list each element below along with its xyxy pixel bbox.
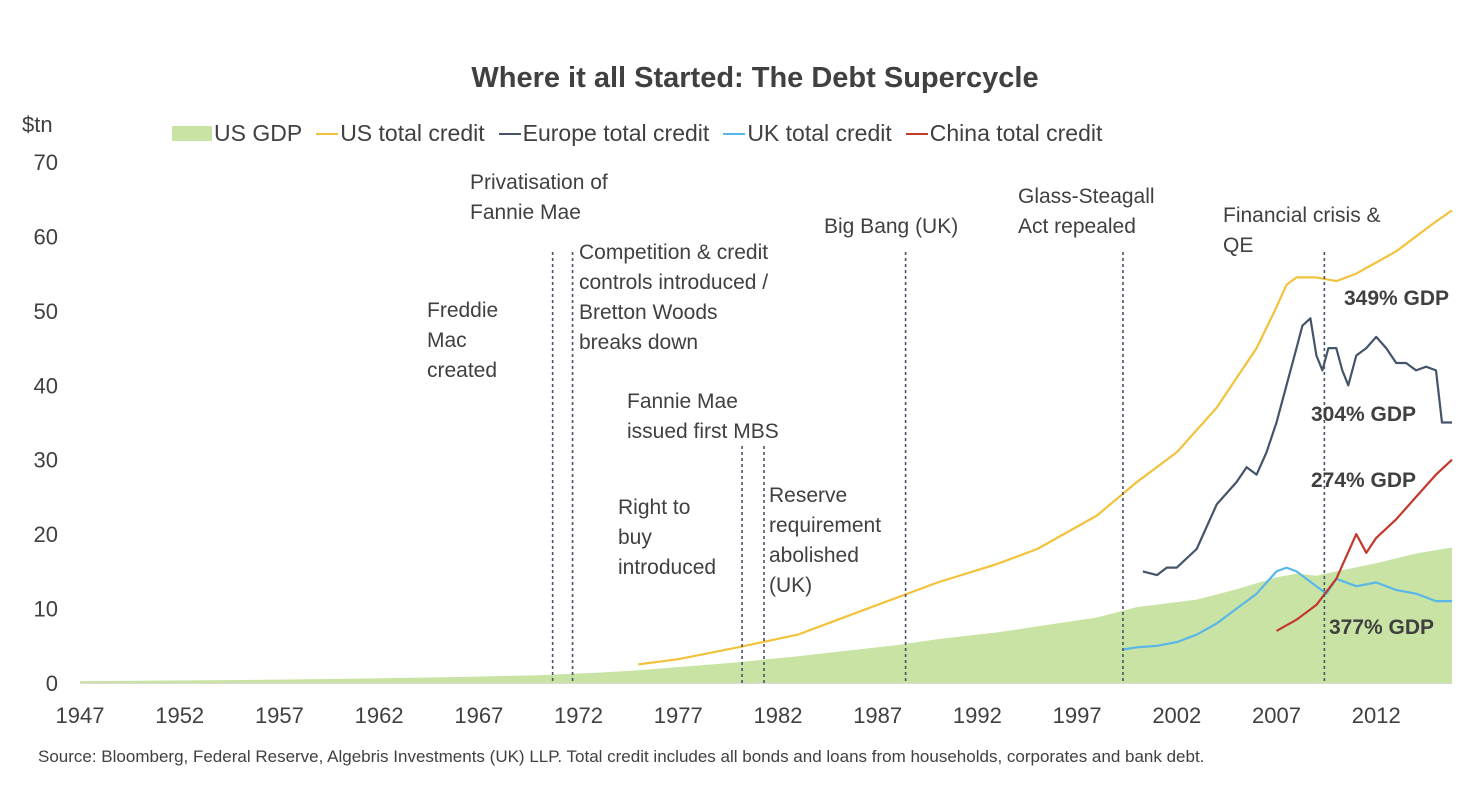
event-annotation-line: issued first MBS	[627, 420, 779, 443]
legend-label-uk-credit: UK total credit	[747, 120, 892, 146]
series-ratio-label: 349% GDP	[1344, 287, 1449, 310]
series-ratio-label: 377% GDP	[1329, 616, 1434, 639]
event-annotation: Privatisation of Fannie Mae	[470, 171, 608, 224]
event-annotation: Big Bang (UK)	[824, 215, 958, 238]
event-annotation: Reserve requirement abolished (UK)	[769, 484, 881, 597]
x-tick-label: 1987	[853, 703, 902, 728]
series-line-uk-total-credit	[1122, 566, 1452, 651]
y-axis-unit-label: $tn	[22, 112, 53, 137]
x-tick-label: 1967	[454, 703, 503, 728]
event-annotation-line: Freddie	[427, 299, 498, 322]
event-annotation-line: Mac	[427, 329, 467, 352]
x-tick-label: 1957	[255, 703, 304, 728]
legend-label-china-credit: China total credit	[929, 120, 1103, 146]
event-annotation: Freddie Mac created	[427, 299, 498, 382]
source-note: Source: Bloomberg, Federal Reserve, Alge…	[38, 747, 1205, 766]
event-annotation-line: (UK)	[769, 574, 812, 597]
series-area-us-gdp	[80, 547, 1452, 683]
event-annotation-line: introduced	[618, 556, 716, 579]
event-annotation-line: abolished	[769, 544, 859, 567]
legend-swatch-china-credit	[905, 132, 928, 135]
event-annotation: Right to buy introduced	[618, 496, 716, 579]
x-tick-label: 1982	[753, 703, 802, 728]
legend-label-europe-credit: Europe total credit	[522, 120, 710, 146]
event-annotation-line: QE	[1223, 234, 1253, 257]
event-annotation: Financial crisis & QE	[1223, 204, 1381, 257]
legend-item-europe-credit: Europe total credit	[498, 120, 710, 147]
series-line-europe-total-credit	[1142, 317, 1452, 577]
x-tick-label: 1992	[953, 703, 1002, 728]
y-tick-label: 40	[34, 373, 58, 398]
legend-item-uk-credit: UK total credit	[723, 120, 892, 147]
y-tick-label: 70	[34, 150, 58, 175]
legend-swatch-europe-credit	[498, 132, 521, 135]
event-annotation-line: Competition & credit	[579, 241, 768, 264]
event-annotation-line: created	[427, 359, 497, 382]
event-annotation: Glass-Steagall Act repealed	[1018, 185, 1155, 238]
x-tick-label: 2007	[1252, 703, 1301, 728]
event-annotation-line: Bretton Woods	[579, 301, 718, 324]
x-tick-label: 2002	[1152, 703, 1201, 728]
event-annotation-line: requirement	[769, 514, 881, 537]
legend-swatch-us-credit	[316, 132, 339, 135]
chart-title: Where it all Started: The Debt Supercycl…	[471, 62, 1039, 94]
event-annotation-line: breaks down	[579, 331, 698, 354]
event-annotation: Fannie Mae issued first MBS	[627, 390, 779, 443]
event-annotation-line: controls introduced /	[579, 271, 768, 294]
x-tick-label: 1997	[1053, 703, 1102, 728]
event-annotation-line: buy	[618, 526, 652, 549]
legend-label-us-gdp: US GDP	[214, 120, 303, 146]
event-annotation-line: Privatisation of	[470, 171, 608, 194]
legend-item-us-gdp: US GDP	[172, 120, 302, 147]
y-tick-label: 0	[46, 671, 58, 696]
event-annotation-line: Right to	[618, 496, 690, 519]
event-annotation-line: Fannie Mae	[470, 201, 581, 224]
y-tick-label: 30	[34, 448, 58, 473]
event-annotation-line: Act repealed	[1018, 215, 1136, 238]
legend-label-us-credit: US total credit	[340, 120, 485, 146]
x-tick-label: 1972	[554, 703, 603, 728]
event-annotation-line: Big Bang (UK)	[824, 215, 958, 238]
legend-item-china-credit: China total credit	[905, 120, 1103, 147]
y-tick-label: 20	[34, 522, 58, 547]
y-tick-label: 60	[34, 224, 58, 249]
y-tick-label: 50	[34, 299, 58, 324]
x-tick-label: 1952	[155, 703, 204, 728]
y-tick-label: 10	[34, 597, 58, 622]
series-line-us-total-credit	[638, 209, 1453, 666]
series-ratio-label: 304% GDP	[1311, 403, 1416, 426]
series-line-china-total-credit	[1275, 458, 1453, 632]
legend-swatch-us-gdp	[172, 126, 212, 141]
event-annotation-line: Financial crisis &	[1223, 204, 1381, 227]
x-tick-label: 2012	[1352, 703, 1401, 728]
series-ratio-label: 274% GDP	[1311, 469, 1416, 492]
event-annotation-line: Glass-Steagall	[1018, 185, 1155, 208]
x-tick-label: 1977	[654, 703, 703, 728]
event-annotation: Competition & credit controls introduced …	[579, 241, 768, 354]
legend-item-us-credit: US total credit	[316, 120, 485, 147]
legend-swatch-uk-credit	[723, 132, 746, 135]
chart-legend: US GDP US total credit Europe total cred…	[172, 120, 1116, 147]
event-annotation-line: Reserve	[769, 484, 847, 507]
x-tick-label: 1962	[355, 703, 404, 728]
event-annotation-line: Fannie Mae	[627, 390, 738, 413]
x-tick-label: 1947	[56, 703, 105, 728]
